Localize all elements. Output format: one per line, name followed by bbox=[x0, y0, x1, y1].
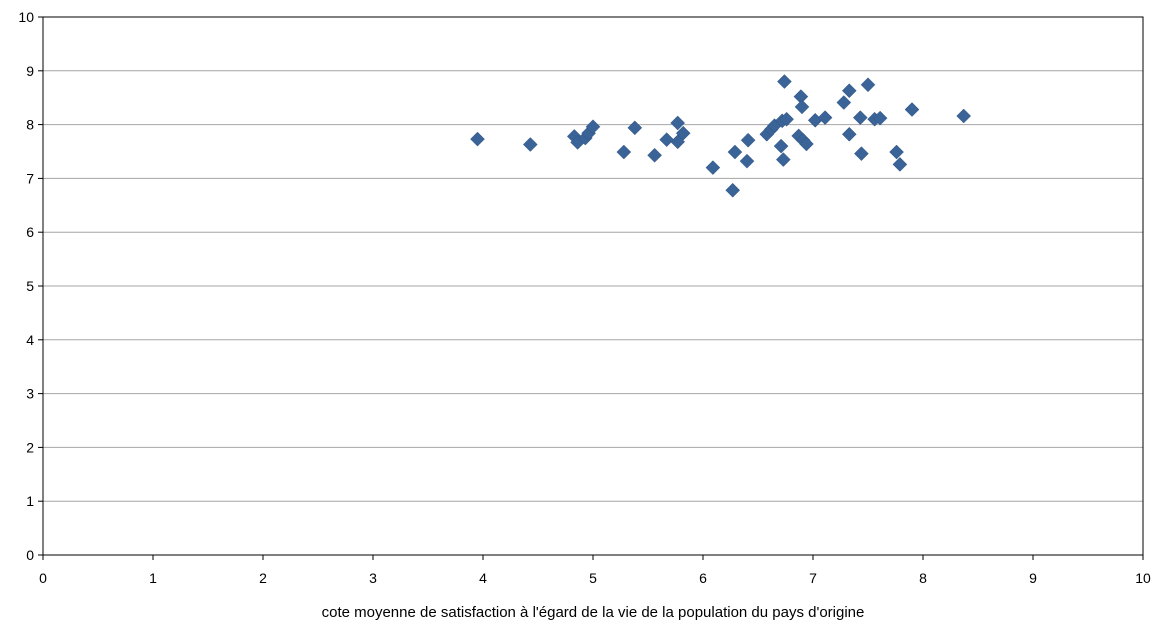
data-point-29 bbox=[794, 99, 810, 115]
y-tick-label-1: 1 bbox=[26, 493, 34, 509]
y-tick-label-4: 4 bbox=[26, 332, 34, 348]
y-tick-label-8: 8 bbox=[26, 117, 34, 133]
gridlines bbox=[43, 16, 1143, 556]
data-point-9 bbox=[647, 147, 662, 163]
y-tick-label-2: 2 bbox=[26, 439, 34, 455]
x-tick-label-10: 10 bbox=[1135, 570, 1151, 586]
data-point-7 bbox=[616, 144, 632, 160]
data-point-22 bbox=[773, 138, 789, 154]
x-tick-label-4: 4 bbox=[479, 570, 487, 586]
data-point-42 bbox=[889, 144, 904, 160]
data-point-45 bbox=[956, 108, 972, 124]
data-point-34 bbox=[836, 95, 852, 110]
data-point-8 bbox=[627, 120, 643, 136]
x-tick-label-5: 5 bbox=[589, 570, 597, 586]
y-tick-label-6: 6 bbox=[26, 224, 34, 240]
x-tick-label-8: 8 bbox=[919, 570, 927, 586]
x-axis-label: cote moyenne de satisfaction à l'égard d… bbox=[322, 604, 865, 621]
x-tick-label-7: 7 bbox=[809, 570, 817, 586]
x-tick-label-2: 2 bbox=[259, 570, 267, 586]
y-axis-ticks: 0 1 2 3 4 5 6 7 8 9 10 bbox=[18, 9, 43, 563]
x-tick-label-6: 6 bbox=[699, 570, 707, 586]
data-point-16 bbox=[727, 144, 743, 160]
x-axis-ticks: 0 1 2 3 4 5 6 7 8 9 10 bbox=[39, 555, 1151, 586]
x-tick-label-0: 0 bbox=[39, 570, 47, 586]
data-point-39 bbox=[860, 77, 876, 93]
data-point-36 bbox=[841, 126, 857, 142]
data-point-43 bbox=[892, 157, 908, 172]
data-point-31 bbox=[799, 136, 814, 152]
data-point-33 bbox=[817, 110, 833, 125]
y-tick-label-10: 10 bbox=[18, 9, 34, 25]
y-tick-label-9: 9 bbox=[26, 63, 34, 79]
data-point-14 bbox=[705, 160, 721, 175]
data-point-1 bbox=[522, 137, 538, 152]
data-point-26 bbox=[779, 111, 794, 127]
data-point-37 bbox=[852, 110, 868, 125]
data-point-17 bbox=[739, 153, 755, 169]
data-point-44 bbox=[904, 102, 920, 117]
x-tick-label-9: 9 bbox=[1029, 570, 1037, 586]
data-point-15 bbox=[725, 182, 741, 198]
data-point-25 bbox=[777, 74, 792, 89]
y-tick-label-7: 7 bbox=[26, 170, 34, 186]
data-point-0 bbox=[470, 131, 485, 147]
y-tick-label-5: 5 bbox=[26, 278, 34, 294]
x-tick-label-3: 3 bbox=[369, 570, 377, 586]
y-tick-label-0: 0 bbox=[26, 547, 34, 563]
data-points bbox=[470, 74, 972, 198]
data-point-13 bbox=[675, 125, 691, 141]
data-point-10 bbox=[659, 132, 675, 148]
data-point-41 bbox=[872, 110, 888, 126]
x-tick-label-1: 1 bbox=[149, 570, 157, 586]
y-tick-label-3: 3 bbox=[26, 386, 34, 402]
data-point-35 bbox=[841, 83, 857, 99]
data-point-6 bbox=[585, 119, 601, 135]
data-point-18 bbox=[740, 132, 756, 148]
data-point-24 bbox=[775, 152, 791, 167]
data-point-12 bbox=[670, 115, 686, 131]
data-point-38 bbox=[854, 146, 869, 162]
